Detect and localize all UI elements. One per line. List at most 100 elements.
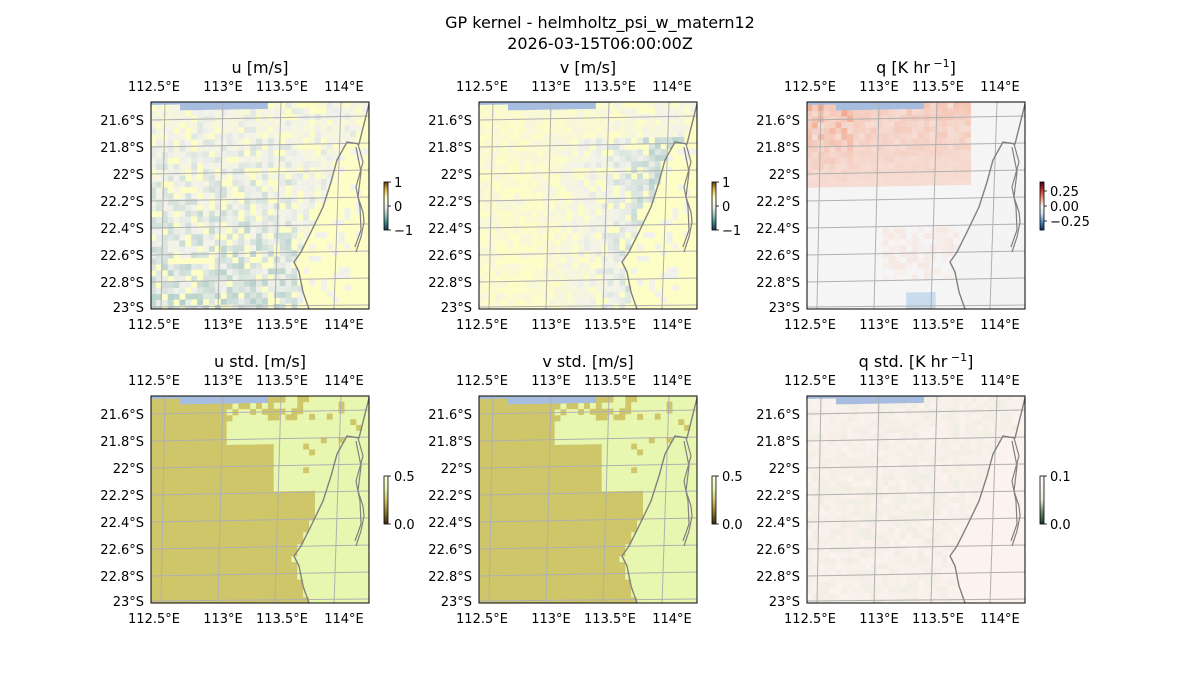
heatmap-cell (297, 461, 304, 469)
heatmap-cell (947, 268, 954, 275)
heatmap-cell (1018, 130, 1025, 138)
panel-map (479, 102, 697, 309)
heatmap-cell (631, 131, 638, 139)
heatmap-cell (519, 246, 526, 253)
heatmap-cell (220, 304, 228, 309)
heatmap-cell (303, 514, 310, 522)
heatmap-cell (155, 511, 163, 518)
heatmap-cell (356, 107, 363, 114)
heatmap-cell (982, 261, 990, 269)
heatmap-cell (350, 249, 357, 256)
heatmap-cell (273, 479, 281, 487)
heatmap-cell (578, 221, 585, 229)
heatmap-cell (279, 280, 287, 287)
heatmap-cell (267, 303, 275, 309)
heatmap-cell (935, 215, 943, 222)
heatmap-cell (690, 148, 697, 156)
heatmap-cell (690, 260, 697, 268)
heatmap-cell (208, 403, 216, 411)
heatmap-cell (151, 211, 157, 218)
heatmap-cell (267, 444, 275, 451)
heatmap-cell (285, 232, 292, 240)
heatmap-cell (279, 514, 287, 522)
heatmap-cell (625, 125, 632, 133)
heatmap-cell (941, 108, 948, 116)
gridline (807, 250, 1025, 256)
heatmap-cell (297, 532, 304, 539)
heatmap-cell (273, 556, 281, 564)
heatmap-cell (917, 292, 925, 299)
heatmap-cell (314, 161, 322, 168)
heatmap-cell (191, 252, 198, 259)
heatmap-cell (1000, 131, 1007, 138)
heatmap-cell (332, 290, 340, 298)
heatmap-cell (320, 508, 328, 515)
heatmap-cell (584, 286, 591, 294)
heatmap-cell (250, 185, 257, 193)
heatmap-cell (882, 139, 890, 146)
heatmap-cell (642, 267, 650, 275)
heatmap-cell (238, 292, 245, 300)
heatmap-cell (519, 210, 526, 218)
heatmap-cell (589, 286, 597, 293)
heatmap-cell (613, 244, 620, 252)
heatmap-cell (607, 144, 615, 151)
heatmap-cell (344, 213, 351, 221)
heatmap-cell (811, 270, 819, 278)
heatmap-cell (912, 239, 919, 246)
heatmap-cell (841, 122, 848, 129)
heatmap-cell (362, 478, 369, 485)
heatmap-cell (179, 133, 186, 141)
heatmap-cell (572, 298, 579, 306)
heatmap-cell (238, 515, 245, 523)
heatmap-cell (350, 261, 357, 268)
heatmap-cell (525, 228, 532, 235)
heatmap-cell (297, 396, 304, 403)
heatmap-cell (876, 263, 884, 270)
heatmap-cell (362, 178, 369, 185)
heatmap-cell (326, 166, 334, 174)
heatmap-cell (988, 202, 996, 209)
heatmap-cell (191, 151, 198, 159)
heatmap-cell (261, 402, 269, 410)
heatmap-cell (965, 303, 972, 309)
heatmap-cell (906, 268, 913, 276)
heatmap-cell (648, 190, 656, 198)
heatmap-cell (297, 502, 304, 510)
heatmap-cell (847, 175, 854, 182)
heatmap-cell (256, 227, 263, 234)
heatmap-cell (660, 102, 668, 109)
heatmap-cell (483, 134, 491, 141)
heatmap-cell (338, 284, 346, 292)
heatmap-cell (244, 432, 251, 440)
heatmap-cell (303, 285, 310, 293)
heatmap-cell (191, 299, 198, 306)
heatmap-cell (841, 252, 848, 259)
heatmap-cell (244, 209, 251, 217)
heatmap-cell (894, 251, 901, 258)
heatmap-cell (479, 270, 485, 278)
heatmap-cell (1006, 255, 1013, 262)
heatmap-cell (947, 291, 954, 299)
heatmap-cell (823, 169, 831, 177)
heatmap-cell (859, 216, 866, 223)
heatmap-cell (155, 128, 163, 136)
heatmap-cell (356, 266, 363, 274)
heatmap-cell (976, 279, 984, 286)
heatmap-cell (817, 228, 825, 236)
heatmap-cell (619, 191, 626, 198)
heatmap-cell (953, 108, 960, 115)
heatmap-cell (155, 229, 163, 236)
heatmap-cell (350, 102, 357, 109)
heatmap-cell (356, 213, 363, 221)
heatmap-cell (876, 292, 884, 300)
heatmap-cell (829, 234, 837, 242)
heatmap-cell (173, 246, 181, 254)
heatmap-cell (601, 191, 609, 199)
heatmap-cell (823, 122, 831, 129)
heatmap-cell (1018, 266, 1025, 274)
heatmap-cell (344, 267, 351, 274)
heatmap-cell (684, 219, 691, 227)
heatmap-cell (332, 125, 340, 132)
